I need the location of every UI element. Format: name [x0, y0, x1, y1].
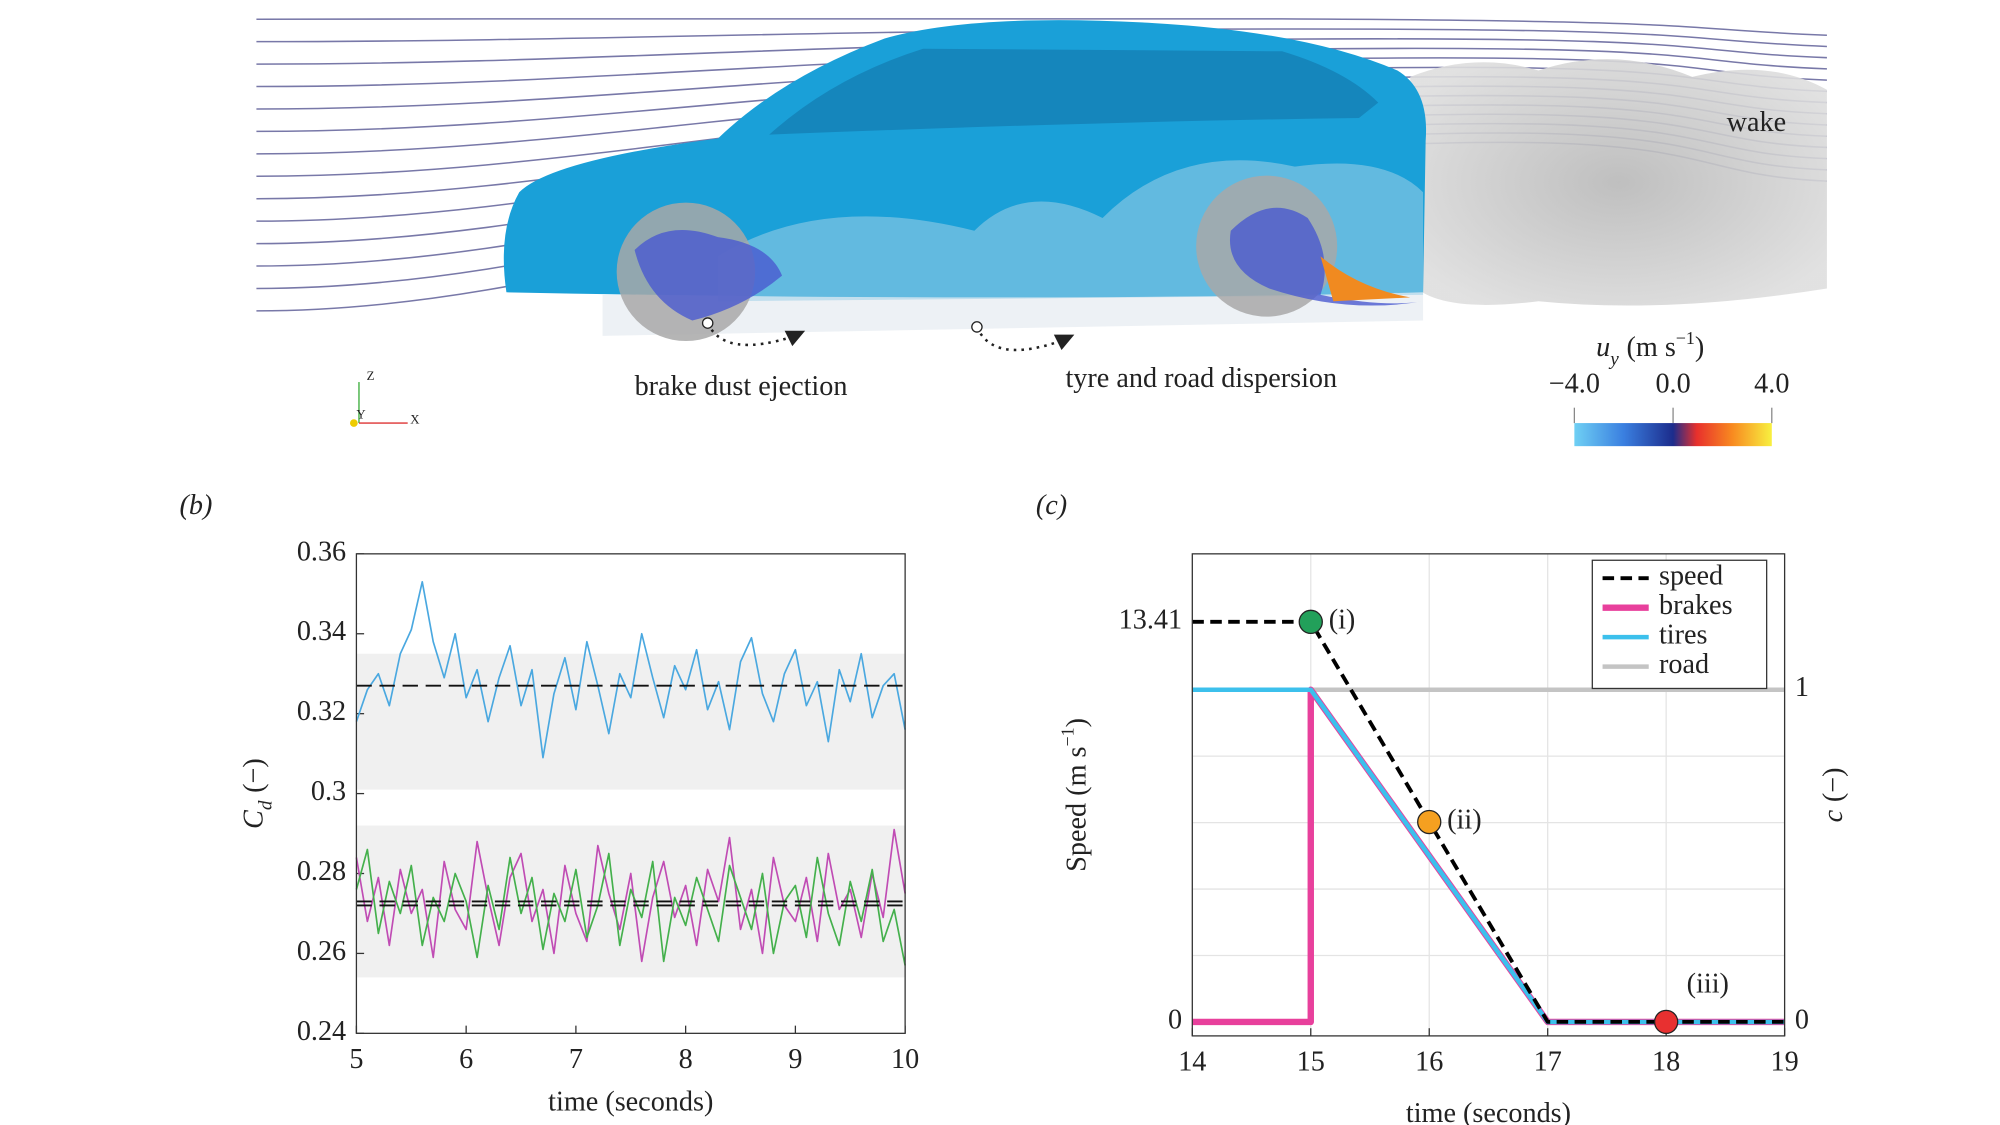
- arrow-head: [784, 330, 806, 347]
- y2-tick-label: 1: [1795, 672, 1809, 703]
- brake-arrow: [706, 322, 796, 347]
- point-label: (i): [1329, 604, 1356, 635]
- x-tick-label: 6: [459, 1044, 473, 1075]
- y-tick-label: 13.41: [1119, 604, 1182, 635]
- y-tick-label: 0.26: [297, 936, 346, 967]
- point-label: (iii): [1687, 968, 1729, 999]
- arrow-head: [1053, 334, 1075, 350]
- shaded-band: [356, 653, 906, 790]
- panel-label: (b): [179, 490, 212, 521]
- x-tick-label: 16: [1415, 1047, 1443, 1078]
- legend-label: brakes: [1659, 590, 1733, 621]
- rear-vortex: [1229, 207, 1424, 306]
- x-tick-label: 8: [679, 1044, 693, 1075]
- point-marker: [1653, 1009, 1679, 1035]
- y-tick-label: 0.28: [297, 856, 346, 887]
- label-part: ): [1062, 718, 1093, 727]
- brake-source: [701, 317, 714, 329]
- label-part: (−): [239, 758, 270, 793]
- x-tick-label: 9: [788, 1044, 802, 1075]
- colorbar-label: uy (m s−1): [1596, 328, 1704, 370]
- x-tick-label: 14: [1178, 1047, 1206, 1078]
- wake-smoke: [1410, 59, 1827, 306]
- frame: [355, 553, 906, 1034]
- triad-label: Y: [356, 407, 365, 421]
- y-tick-label: 0.24: [297, 1016, 346, 1047]
- point-marker: [1298, 609, 1323, 635]
- tyre-arrow: [975, 326, 1065, 352]
- label-part: (m s: [1626, 332, 1675, 363]
- legend-label: speed: [1659, 561, 1723, 592]
- y-tick-label: 0.34: [297, 616, 346, 647]
- legend-label: road: [1659, 649, 1709, 680]
- streamline: [256, 17, 1827, 37]
- label-part: C: [239, 809, 270, 829]
- x-tick-label: 15: [1297, 1047, 1325, 1078]
- series-line: [355, 848, 906, 966]
- triad-y: [350, 419, 358, 427]
- y2-tick-label: 0: [1795, 1004, 1809, 1035]
- triad-label: X: [410, 412, 420, 426]
- y-tick-label: 0: [1168, 1004, 1182, 1035]
- label-part: y: [1608, 349, 1619, 370]
- car-window: [769, 48, 1379, 135]
- label-part: Speed (m s: [1062, 746, 1093, 871]
- label-part: −1: [1058, 727, 1078, 746]
- colorbar: [1574, 423, 1772, 447]
- point-label: (ii): [1447, 804, 1481, 835]
- x-axis-label: time (seconds): [548, 1086, 713, 1117]
- tyre-source: [971, 321, 983, 333]
- colorbar-tick-label: 4.0: [1754, 368, 1789, 399]
- label-part: (−): [1818, 767, 1849, 802]
- charts: (b)5 6 7 8 9 100.240.260.280.30.320.340.36tim…: [179, 490, 1849, 1125]
- colorbar-tick-label: 0.0: [1655, 368, 1690, 399]
- label-part: ): [1695, 332, 1704, 363]
- annotation: brake dust ejection: [635, 371, 848, 402]
- label-part: u: [1596, 332, 1610, 363]
- series-line: [355, 580, 906, 759]
- x-tick-label: 5: [349, 1044, 363, 1075]
- annotation: tyre and road dispersion: [1065, 363, 1337, 394]
- x-axis-label: time (seconds): [1406, 1098, 1571, 1125]
- label-part: c: [1818, 809, 1849, 822]
- colorbar-tick-label: −4.0: [1549, 368, 1600, 399]
- front-vortex: [634, 229, 783, 321]
- series-line: [355, 828, 906, 963]
- label-part: −1: [1676, 328, 1695, 348]
- legend-label: tires: [1659, 620, 1708, 651]
- x-tick-label: 17: [1534, 1047, 1562, 1078]
- frame: [1191, 553, 1786, 1037]
- point-marker: [1417, 809, 1442, 835]
- rear-hot: [1320, 256, 1411, 302]
- label-part: d: [255, 800, 276, 810]
- axis-label: c (−): [1818, 767, 1849, 822]
- annotation: wake: [1727, 107, 1786, 138]
- x-tick-label: 7: [569, 1044, 583, 1075]
- y-tick-label: 0.3: [311, 776, 346, 807]
- axis-label: Speed (m s−1): [1058, 718, 1093, 872]
- axis-label: Cd (−): [239, 758, 276, 829]
- x-tick-label: 10: [891, 1044, 919, 1075]
- shaded-band: [356, 825, 906, 978]
- panel-label: (c): [1036, 490, 1067, 521]
- y-tick-label: 0.32: [297, 696, 346, 727]
- colorbar-ticks: −4.0 0.0 4.0: [1549, 368, 1789, 424]
- x-tick-label: 18: [1652, 1047, 1680, 1078]
- y-tick-label: 0.36: [297, 536, 346, 567]
- triad-label: Z: [367, 369, 375, 383]
- x-tick-label: 19: [1771, 1047, 1799, 1078]
